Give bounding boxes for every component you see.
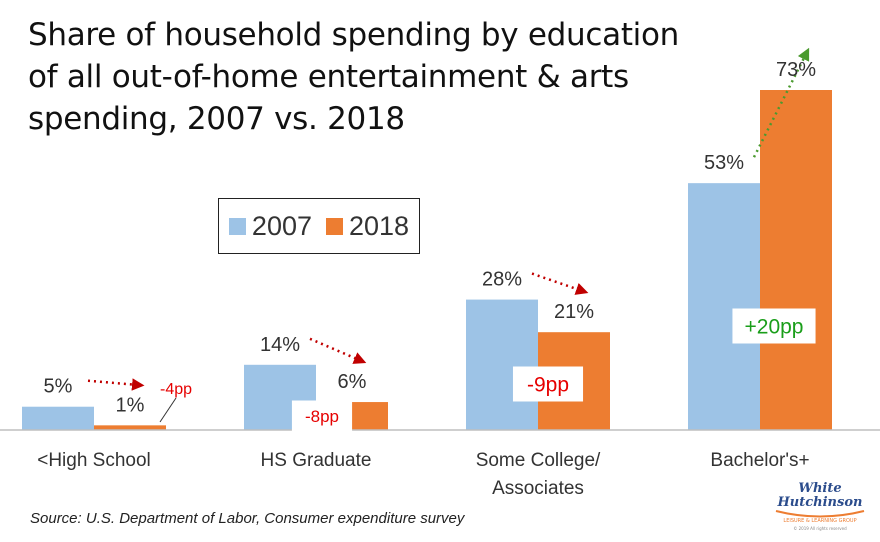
legend-swatch-2018 — [326, 217, 343, 235]
change-annotation-box-2 — [512, 366, 584, 402]
logo-line-4: © 2019 All rights reserved — [793, 526, 847, 531]
x-tick-label-0-0: <High School — [37, 450, 151, 471]
change-annotation-3: +20pp — [732, 308, 816, 344]
change-annotation-2: -9pp — [512, 366, 584, 402]
change-annotation-0: -4pp — [160, 381, 192, 398]
source-note: Source: U.S. Department of Labor, Consum… — [30, 510, 465, 527]
data-label-2018-2: 21% — [554, 301, 594, 323]
chart-title: Share of household spending by education… — [28, 14, 728, 140]
title-line: of all out-of-home entertainment & arts — [28, 59, 629, 95]
title-line: Share of household spending by education — [28, 17, 680, 53]
bar-2018-0 — [94, 425, 166, 430]
legend-label-2007: 2007 — [251, 210, 312, 241]
data-label-2007-3: 53% — [704, 152, 744, 174]
data-label-2007-0: 5% — [44, 376, 73, 398]
change-annotation-text-1: -8pp — [305, 407, 339, 426]
change-annotation-text-0: -4pp — [160, 381, 192, 398]
title-line: spending, 2007 vs. 2018 — [28, 101, 405, 137]
white-hutchinson-logo: White Hutchinson LEISURE & LEARNING GROU… — [775, 481, 865, 531]
legend: 2007 2018 — [218, 198, 420, 254]
data-label-2007-2: 28% — [482, 269, 522, 291]
change-annotation-box-1 — [291, 400, 353, 432]
change-annotation-box-3 — [732, 308, 816, 344]
bar-2007-3 — [688, 183, 760, 430]
data-label-2018-0: 1% — [116, 394, 145, 416]
legend-item-2007: 2007 — [228, 210, 312, 242]
legend-swatch-2007 — [228, 217, 246, 235]
bar-2007-0 — [22, 406, 94, 430]
x-tick-label-2-0: Some College/ — [476, 450, 601, 471]
x-tick-label-1-0: HS Graduate — [261, 450, 372, 471]
x-tick-label-3-0: Bachelor's+ — [710, 450, 809, 471]
change-arrow-0 — [87, 378, 145, 391]
change-annotation-text-2: -9pp — [527, 374, 569, 397]
logo-line-2: Hutchinson — [777, 495, 863, 510]
legend-label-2018: 2018 — [349, 210, 410, 241]
data-label-2018-1: 6% — [338, 371, 367, 393]
data-label-2018-3: 73% — [776, 59, 816, 81]
change-annotation-text-3: +20pp — [745, 316, 804, 339]
x-tick-label-2-1: Associates — [492, 478, 584, 499]
change-arrow-2 — [531, 272, 589, 295]
legend-item-2018: 2018 — [326, 211, 409, 242]
data-label-2007-1: 14% — [260, 334, 300, 356]
bar-2007-2 — [466, 299, 538, 430]
change-arrow-1 — [309, 337, 367, 364]
change-arrow-3 — [752, 47, 810, 158]
logo-line-3: LEISURE & LEARNING GROUP — [783, 518, 856, 524]
annotation-leader-line — [159, 397, 177, 423]
logo-line-1: White — [798, 481, 841, 496]
bar-2018-3 — [760, 90, 832, 430]
change-annotation-1: -8pp — [291, 400, 353, 432]
